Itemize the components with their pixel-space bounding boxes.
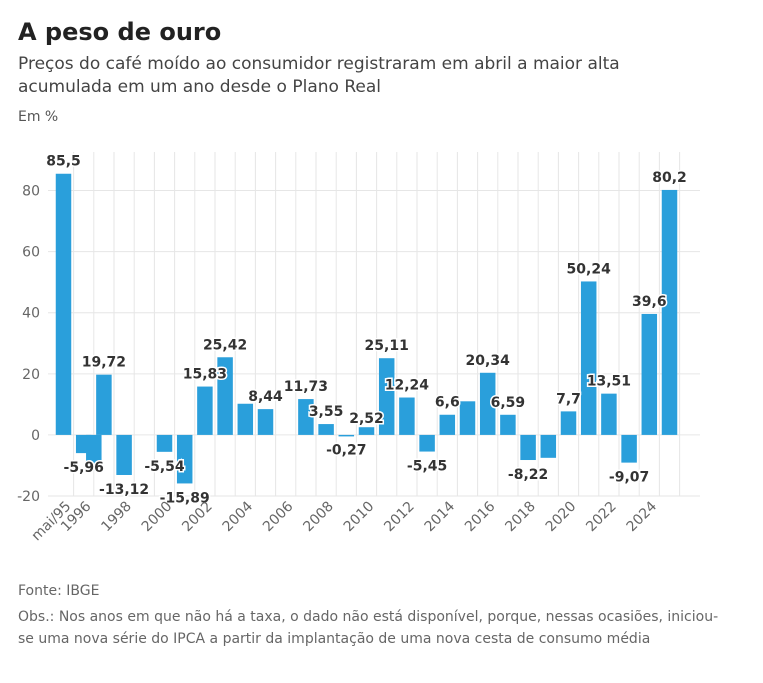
bar (560, 411, 577, 435)
bar (419, 434, 435, 452)
bar (641, 313, 658, 435)
bar (439, 414, 456, 435)
bar (96, 374, 112, 435)
data-label: 39,6 (632, 294, 667, 310)
data-label: 25,11 (365, 338, 409, 354)
bar (298, 399, 314, 435)
bar (55, 173, 72, 435)
data-label: -15,89 (160, 490, 210, 506)
data-label: 6,6 (435, 395, 460, 411)
data-label: 13,51 (587, 374, 631, 390)
y-tick-label: 80 (22, 184, 40, 200)
bar (176, 434, 193, 484)
bar (86, 434, 102, 471)
data-label: 80,2 (652, 170, 687, 186)
data-label: -8,22 (508, 467, 548, 483)
data-label: -5,45 (407, 459, 447, 475)
bar (217, 357, 233, 435)
bar (399, 397, 415, 435)
data-label: 19,72 (82, 355, 126, 371)
x-tick-label: 1998 (98, 499, 135, 536)
bar (601, 393, 617, 435)
y-tick-label: 0 (31, 428, 40, 444)
x-tick-label: 2010 (341, 499, 378, 536)
data-label: 50,24 (567, 261, 612, 277)
bar (621, 434, 637, 463)
y-tick-label: 20 (22, 367, 40, 383)
bar (358, 427, 375, 435)
data-label: 7,7 (556, 391, 581, 407)
bar (661, 189, 678, 435)
bar (378, 358, 395, 435)
data-label: 25,42 (203, 337, 247, 353)
data-label: 11,73 (284, 379, 328, 395)
x-tick-label: 2024 (624, 498, 661, 535)
data-label: -5,54 (144, 459, 185, 475)
x-tick-label: 2016 (462, 498, 499, 535)
source-note: Fonte: IBGE (18, 583, 100, 599)
bar (540, 434, 557, 458)
chart-title: A peso de ouro (18, 18, 222, 46)
bar (116, 434, 132, 475)
x-tick-label: 2012 (381, 499, 418, 536)
data-label: 12,24 (385, 378, 430, 394)
data-label: 2,52 (349, 411, 384, 427)
data-label: -13,12 (99, 482, 149, 498)
unit-label: Em % (18, 109, 59, 125)
x-tick-label: 2004 (220, 498, 257, 535)
bar (318, 424, 334, 435)
y-tick-label: 60 (22, 245, 40, 261)
data-label: -9,07 (609, 470, 649, 486)
data-label: 8,44 (248, 389, 283, 405)
x-tick-label: 2008 (300, 499, 337, 536)
x-tick-label: 2006 (260, 498, 297, 535)
y-tick-label: 40 (22, 306, 40, 322)
bar (479, 372, 496, 435)
data-label: 6,59 (491, 395, 526, 411)
data-label: 3,55 (309, 404, 344, 420)
bar (197, 386, 213, 435)
x-tick-label: 2020 (543, 499, 580, 536)
bar (459, 401, 476, 435)
data-label: -5,96 (64, 460, 104, 476)
x-tick-label: 2018 (502, 499, 539, 536)
bar (237, 403, 254, 435)
bar (520, 434, 536, 461)
data-label: 85,5 (46, 154, 81, 170)
data-label: -0,27 (326, 443, 366, 459)
y-tick-label: -20 (17, 489, 40, 505)
data-label: 15,83 (183, 367, 227, 383)
bar (580, 281, 597, 435)
observation-note: Obs.: Nos anos em que não há a taxa, o d… (18, 609, 719, 647)
bar-chart: -20 0 20 40 60 80 85,5 -5,96 19,72 -13,12 -5,54 -15… (17, 152, 700, 544)
x-tick-label: 2022 (583, 499, 620, 536)
bar (338, 434, 355, 437)
x-tick-label: 2014 (422, 498, 459, 535)
chart-subtitle: Preços do café moído ao consumidor regis… (18, 54, 620, 97)
bar (500, 414, 516, 435)
data-label: 20,34 (466, 353, 511, 369)
bar (156, 434, 173, 452)
bar (257, 409, 274, 435)
